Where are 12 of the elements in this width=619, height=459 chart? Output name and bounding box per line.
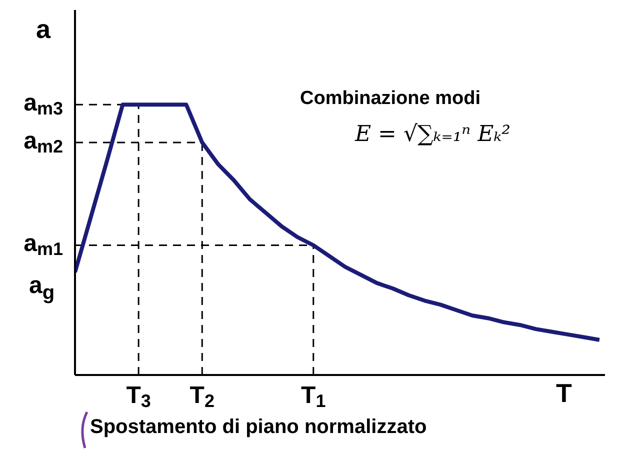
annotation: E = √∑ₖ₌₁ⁿ Eₖ² — [355, 122, 510, 147]
ref-line-label: a$_{m2}$ — [24, 127, 63, 156]
annotation: Combinazione modi — [300, 88, 480, 110]
ref-line-label: a$_{m3}$ — [24, 90, 63, 119]
x-tick-label: T$_{2}$ — [190, 382, 214, 411]
text: Spostamento di piano normalizzato — [90, 416, 427, 439]
x-axis-title: T — [556, 378, 572, 409]
x-tick-label: T$_{1}$ — [301, 382, 326, 411]
text: a$_{g}$ — [29, 272, 55, 305]
x-tick-label: T$_{3}$ — [126, 382, 151, 411]
y-axis-title: a — [36, 14, 50, 45]
ref-line-label: a$_{m1}$ — [24, 230, 63, 260]
